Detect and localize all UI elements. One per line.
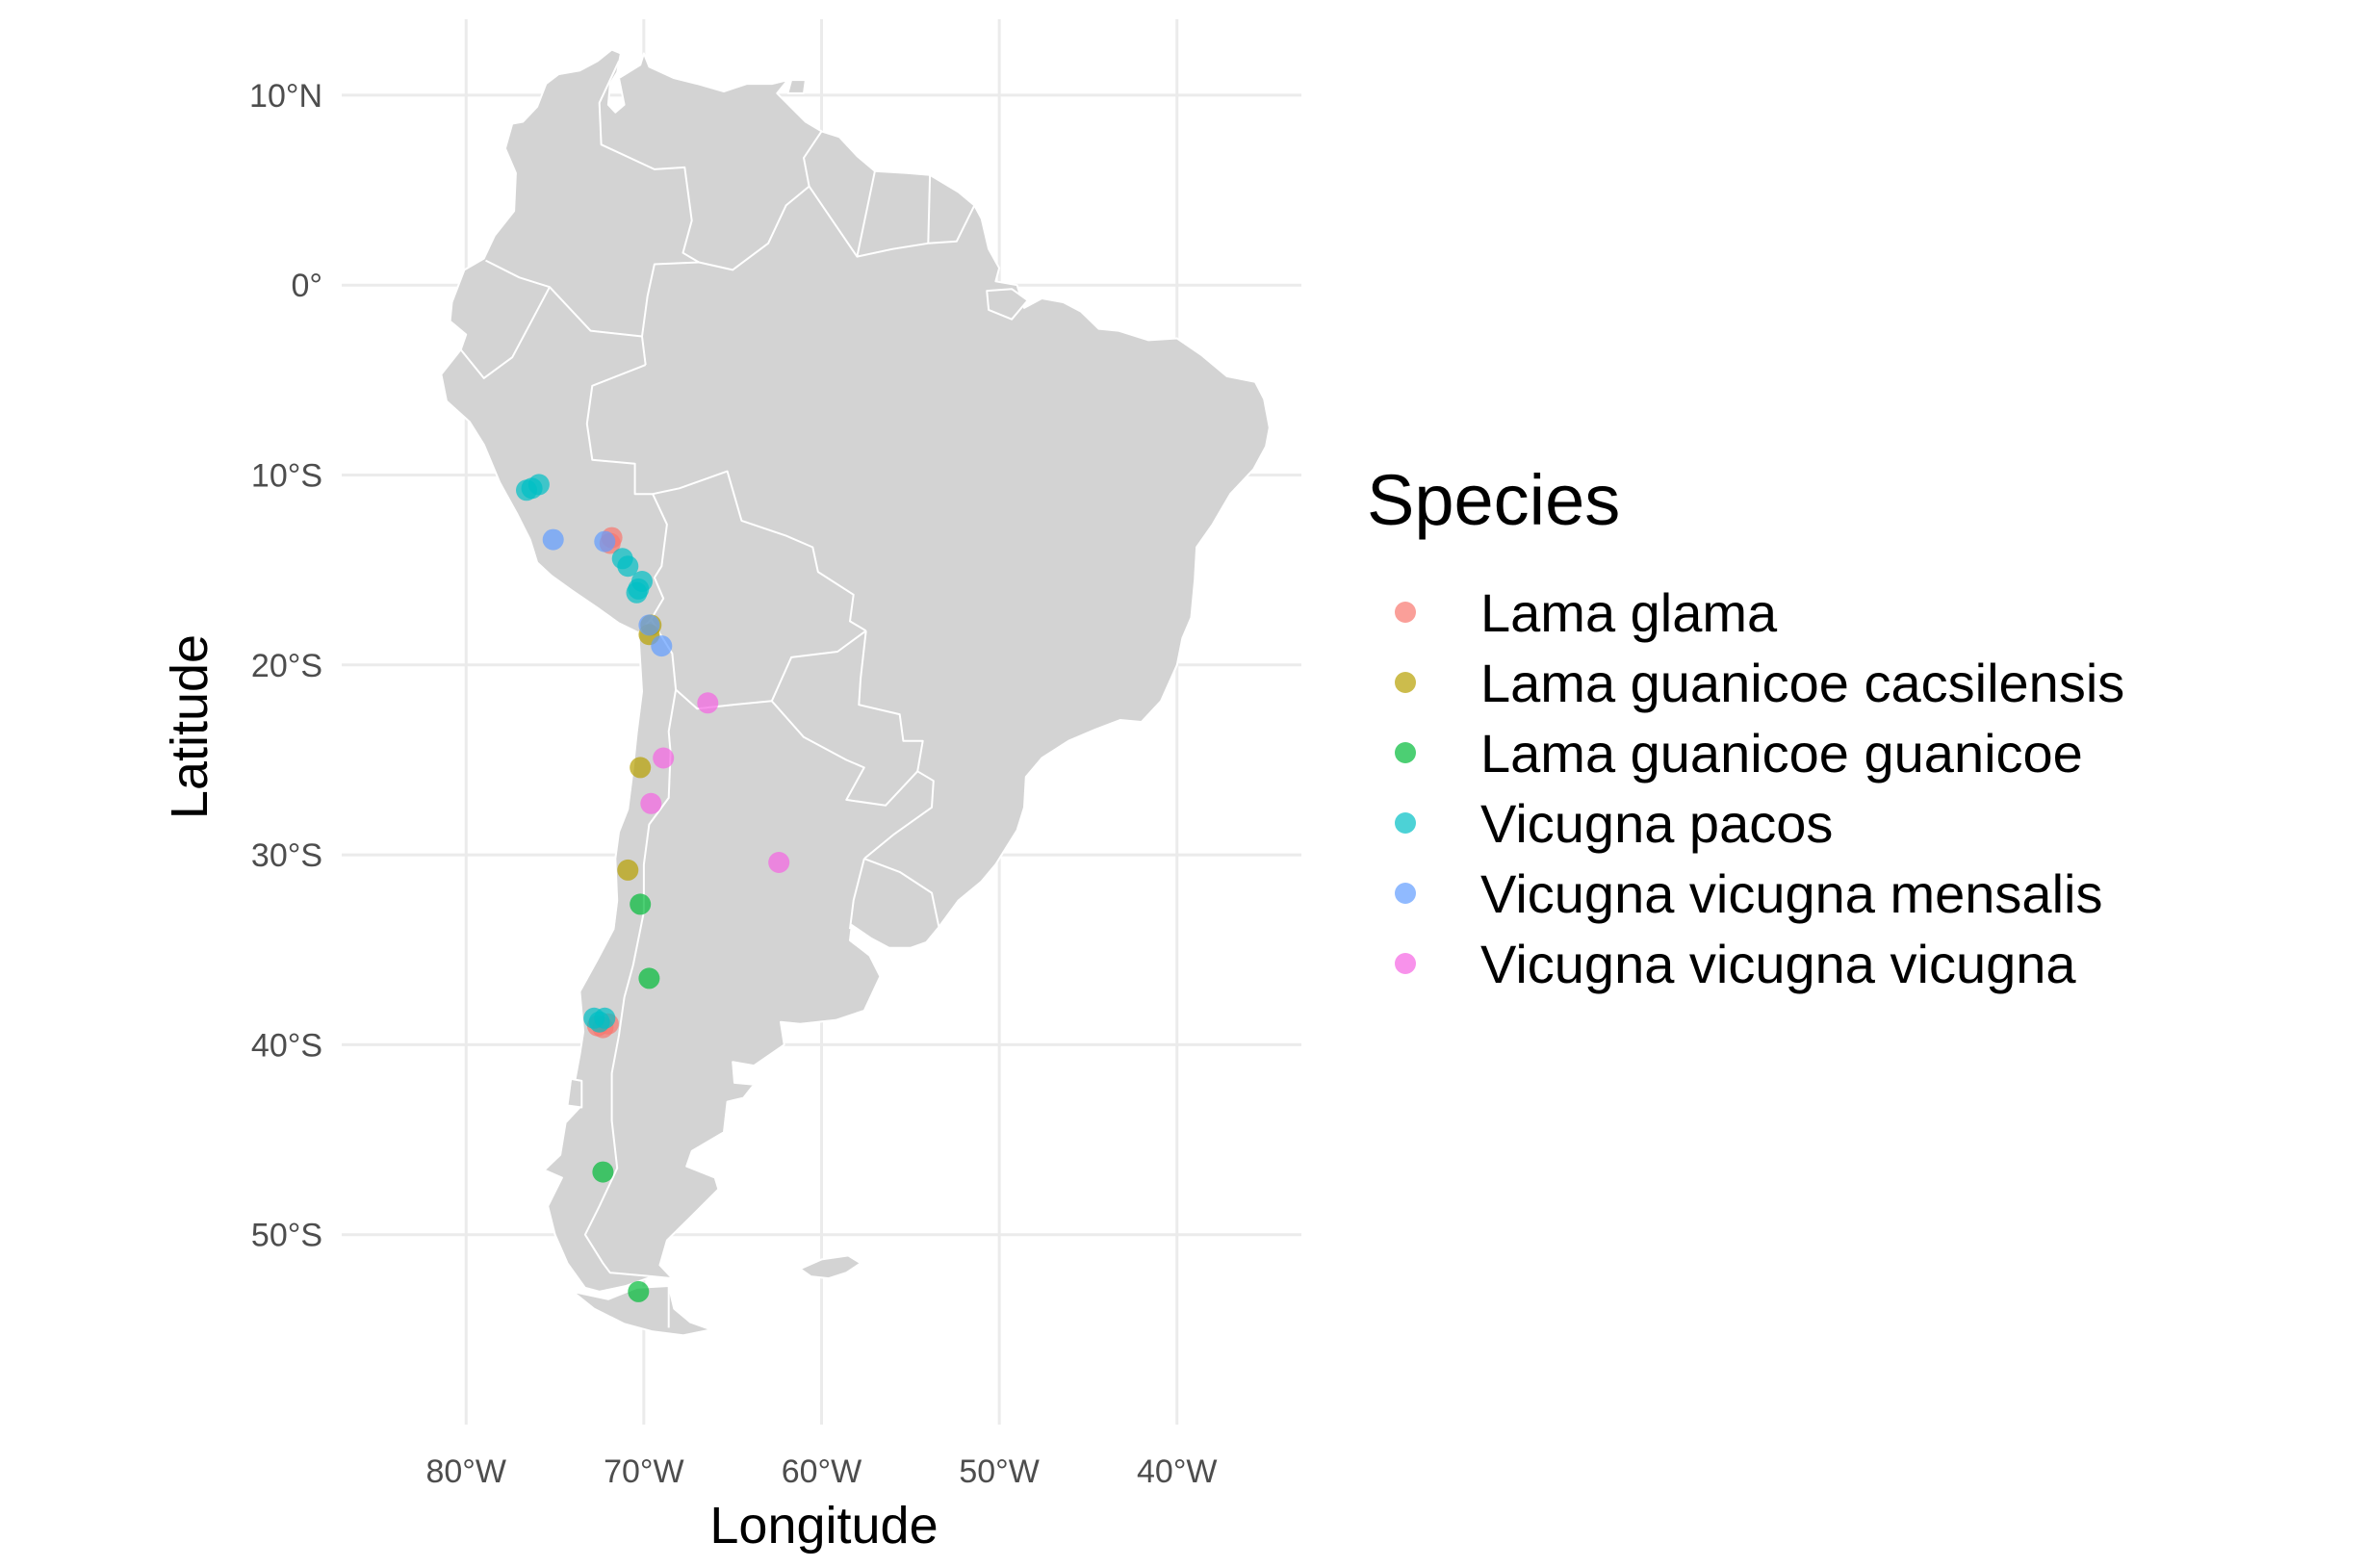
border-colombia-venezuela (598, 60, 700, 264)
legend-label-0: Lama glama (1480, 582, 1778, 643)
border-peru-brazil (585, 364, 654, 496)
point-2-2 (592, 1161, 614, 1183)
border-uruguay-argentina (849, 858, 865, 930)
point-3-4 (617, 555, 639, 578)
x-tick-label-1: 70°W (604, 1453, 684, 1490)
y-tick-label-6: 50°S (251, 1218, 322, 1254)
legend-key-5 (1395, 953, 1416, 974)
x-tick-label-3: 50°W (959, 1453, 1040, 1490)
point-5-3 (768, 852, 790, 873)
point-4-1 (594, 530, 616, 553)
species-points (516, 474, 790, 1302)
y-tick-label-3: 20°S (251, 648, 322, 684)
y-tick-label-4: 30°S (251, 837, 322, 874)
series-3 (516, 474, 653, 1033)
point-2-3 (628, 1280, 650, 1302)
point-4-3 (651, 635, 673, 657)
point-5-2 (640, 792, 662, 814)
south-america-landmass (440, 48, 1271, 1293)
legend-key-1 (1395, 672, 1416, 693)
border-bolivia-brazil (652, 470, 867, 632)
border-paraguay-argentina (771, 700, 918, 807)
legend-label-3: Vicugna pacos (1480, 793, 1833, 854)
series-4 (542, 528, 673, 657)
legend-key-3 (1395, 812, 1416, 834)
point-2-0 (630, 893, 652, 915)
x-axis-title: Longitude (709, 1497, 938, 1555)
y-tick-label-1: 0° (291, 268, 322, 304)
border-suriname-guiana (927, 174, 932, 244)
border-colombia-brazil (641, 261, 700, 337)
border-paraguay-brazil (858, 630, 924, 772)
legend-label-5: Vicugna vicugna vicugna (1480, 934, 2076, 994)
border-chile-argentina (583, 689, 678, 1278)
chiloe-island (566, 1077, 583, 1109)
legend-key-4 (1395, 883, 1416, 904)
legend-label-1: Lama guanicoe cacsilensis (1480, 653, 2124, 713)
border-venezuela-brazil-guyana (698, 130, 823, 271)
point-2-1 (638, 967, 660, 990)
marajo-island (986, 288, 1029, 321)
point-5-0 (697, 692, 719, 714)
point-1-3 (617, 859, 639, 881)
x-tick-label-0: 80°W (425, 1453, 506, 1490)
border-uruguay-brazil (863, 858, 940, 928)
point-4-2 (638, 614, 660, 636)
trinidad-island (786, 79, 807, 94)
point-3-7 (626, 581, 648, 604)
legend-title: Species (1367, 460, 1620, 540)
legend: Species Lama glama Lama guanicoe cacsilen… (1367, 460, 2124, 994)
legend-key-0 (1395, 602, 1416, 623)
series-2 (592, 893, 660, 1302)
falkland-islands (799, 1254, 862, 1280)
y-tick-label-5: 40°S (251, 1027, 322, 1064)
tierra-del-fuego (572, 1285, 712, 1337)
point-5-1 (653, 747, 675, 769)
x-tick-label-2: 60°W (782, 1453, 862, 1490)
point-4-0 (542, 528, 564, 551)
y-axis-title: Latitude (161, 634, 219, 819)
border-argentina-brazil (863, 770, 935, 860)
point-3-10 (588, 1011, 610, 1033)
legend-label-2: Lama guanicoe guanicoe (1480, 723, 2083, 784)
axis-tick-labels: 80°W 70°W 60°W 50°W 40°W 10°N 0° 10°S 20°S 30°S 40… (249, 78, 1217, 1490)
y-tick-label-2: 10°S (251, 458, 322, 495)
point-1-2 (630, 757, 652, 779)
south-america-basemap (440, 48, 1271, 1337)
legend-label-4: Vicugna vicugna mensalis (1480, 863, 2102, 924)
y-tick-label-0: 10°N (249, 78, 322, 115)
border-guianas-brazil (808, 186, 976, 258)
x-tick-label-4: 40°W (1137, 1453, 1218, 1490)
border-guyana-suriname (856, 170, 876, 257)
point-3-2 (527, 474, 550, 496)
series-5 (640, 692, 790, 873)
border-bolivia-paraguay (770, 630, 867, 702)
border-colombia-ecuador-peru (485, 259, 647, 366)
border-ecuador-peru (459, 286, 551, 379)
legend-items: Lama glama Lama guanicoe cacsilensis Lama … (1395, 582, 2124, 994)
legend-key-2 (1395, 742, 1416, 763)
